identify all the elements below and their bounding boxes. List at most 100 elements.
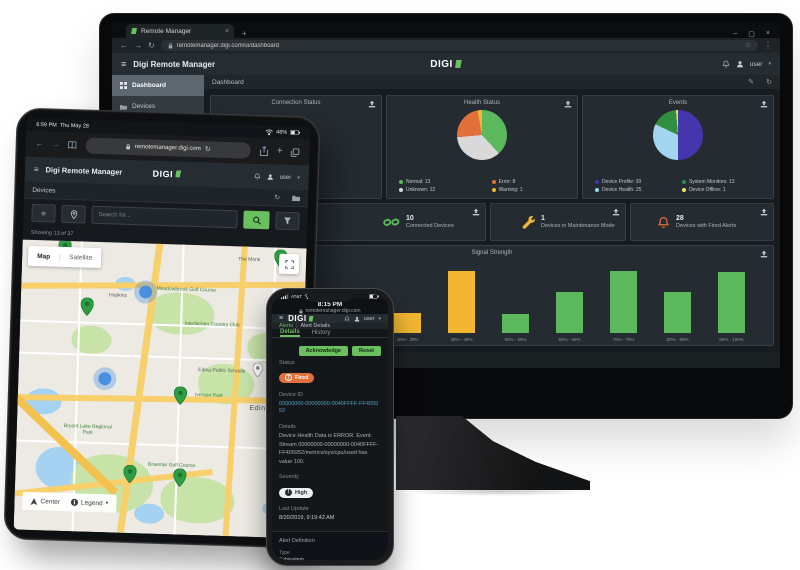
forward-icon[interactable]: →	[51, 139, 60, 149]
legend-dot-icon	[491, 180, 496, 184]
breadcrumb-current: Alert Details	[300, 323, 331, 329]
sidebar-item-dashboard[interactable]: Dashboard	[112, 75, 204, 96]
user-icon[interactable]	[267, 173, 274, 180]
chevron-down-icon: ▾	[105, 500, 109, 507]
fullscreen-button[interactable]	[278, 253, 300, 275]
export-icon[interactable]	[760, 100, 768, 108]
bell-icon[interactable]	[254, 173, 261, 180]
search-icon	[252, 215, 261, 225]
signal-strength-bar	[448, 271, 475, 333]
lock-icon	[299, 308, 303, 313]
legend-dot-icon	[681, 188, 686, 192]
device-id-label: Device ID	[279, 392, 303, 398]
legend-button[interactable]: Legend ▾	[70, 498, 108, 507]
map-pin-icon[interactable]	[80, 297, 94, 316]
search-button[interactable]	[243, 210, 270, 230]
legend-item: Normal: 13	[399, 179, 486, 185]
map-pin-icon[interactable]	[173, 386, 188, 405]
device-id-link[interactable]: 00000000-00000000-0040FFFF-FF405952	[279, 400, 379, 415]
user-menu[interactable]: user	[279, 174, 292, 181]
user-menu[interactable]: user	[749, 60, 763, 68]
signal-strength-bars: 20% - 29%30% - 39%40% - 49%50% - 59%60% …	[211, 246, 773, 345]
export-icon[interactable]	[760, 208, 768, 216]
url-field[interactable]: remotemanager.digi.com/ui/dashboard ☆	[160, 40, 758, 51]
share-icon[interactable]	[260, 146, 269, 156]
severity-badge: ! High	[279, 487, 314, 498]
tab-history[interactable]: History	[311, 330, 331, 336]
poi-pin-icon[interactable]	[252, 362, 263, 378]
breadcrumb-alerts-link[interactable]: Alerts	[279, 323, 294, 329]
list-view-button[interactable]: ≡	[31, 203, 56, 223]
export-icon[interactable]	[472, 208, 480, 216]
browser-tab[interactable]: Remote Manager ×	[126, 24, 234, 38]
minimize-icon[interactable]: –	[733, 30, 738, 37]
filter-icon	[284, 217, 291, 225]
bell-icon	[657, 216, 670, 228]
refresh-icon[interactable]: ↻	[148, 40, 155, 50]
user-icon[interactable]	[736, 60, 744, 68]
chevron-down-icon[interactable]: ▾	[768, 61, 771, 67]
refresh-icon[interactable]: ↻	[274, 194, 281, 202]
map-canvas[interactable]: Hopkins Meadowbrook Golf Course Interlac…	[13, 239, 307, 539]
center-button[interactable]: Center	[30, 497, 60, 505]
user-menu[interactable]: user	[363, 315, 375, 322]
close-tab-icon[interactable]: ×	[224, 27, 229, 35]
map-pin-icon[interactable]	[173, 468, 187, 487]
menu-icon[interactable]: ≡	[121, 58, 127, 69]
signal-bars-icon	[281, 294, 289, 299]
map-type-map-button[interactable]: Map	[28, 252, 61, 261]
folder-icon[interactable]	[292, 195, 301, 202]
export-icon[interactable]	[760, 250, 768, 258]
chart-title: Signal Strength	[471, 250, 513, 256]
chevron-down-icon[interactable]: ▾	[297, 174, 300, 181]
user-icon[interactable]	[354, 316, 360, 322]
tablet-safari-toolbar: ← → remotemanager.digi.com ↻ +	[25, 130, 310, 166]
filter-button[interactable]	[275, 211, 300, 231]
map-pin-icon[interactable]	[123, 464, 137, 484]
tablet-date: Thu May 28	[59, 122, 89, 130]
reset-button[interactable]: Reset	[352, 346, 381, 356]
browser-menu-icon[interactable]: ⋮	[764, 40, 772, 50]
back-icon[interactable]: ←	[35, 138, 44, 149]
acknowledge-button[interactable]: Acknowledge	[298, 346, 349, 356]
edit-icon[interactable]: ✎	[748, 79, 755, 86]
refresh-icon[interactable]: ↻	[766, 79, 772, 86]
stat-label: Connected Devices	[406, 223, 454, 229]
new-tab-icon[interactable]: +	[276, 145, 283, 157]
back-icon[interactable]: ←	[120, 40, 128, 50]
tab-details[interactable]: Details	[280, 329, 300, 337]
export-icon[interactable]	[564, 100, 572, 108]
reload-icon[interactable]: ↻	[204, 145, 211, 153]
search-input[interactable]	[91, 205, 238, 229]
menu-icon[interactable]: ≡	[33, 164, 39, 174]
close-icon[interactable]: ×	[765, 30, 770, 37]
map-type-satellite-button[interactable]: Satellite	[69, 253, 93, 262]
device-cluster-marker[interactable]	[98, 372, 112, 386]
signal-strength-bar	[664, 292, 691, 333]
legend-label: Device Health: 25	[602, 187, 642, 193]
forward-icon[interactable]: →	[134, 40, 142, 50]
signal-strength-bar	[502, 314, 529, 333]
legend-item: Device Offline: 1	[681, 187, 769, 193]
map-view-button[interactable]	[61, 204, 86, 224]
sidebar-item-devices[interactable]: Devices	[112, 96, 204, 117]
window-controls: – ▢ ×	[733, 30, 780, 38]
health-status-legend: Normal: 13 Unknown: 12 Error: 8 Warning: 1	[399, 179, 573, 193]
bell-icon[interactable]	[344, 315, 350, 322]
map-label: Hopkins	[108, 292, 128, 299]
phone-device: AT&T 8:15 PM remotemanager.digi.com ≡ DI…	[266, 288, 394, 566]
bookmark-star-icon[interactable]: ☆	[744, 42, 751, 49]
export-icon[interactable]	[612, 208, 620, 216]
bell-icon[interactable]	[722, 60, 730, 68]
tabs-icon[interactable]	[290, 147, 300, 157]
new-tab-button[interactable]: +	[242, 29, 247, 38]
menu-icon[interactable]: ≡	[279, 315, 284, 322]
tablet-url-field[interactable]: remotemanager.digi.com ↻	[85, 137, 251, 159]
stat-label: Devices in Maintenance Mode	[541, 223, 615, 229]
phone-url-field[interactable]: remotemanager.digi.com	[272, 308, 388, 314]
export-icon[interactable]	[368, 100, 376, 108]
chevron-down-icon[interactable]: ▾	[378, 315, 381, 322]
bookmarks-icon[interactable]	[67, 141, 77, 149]
maximize-icon[interactable]: ▢	[748, 31, 755, 38]
